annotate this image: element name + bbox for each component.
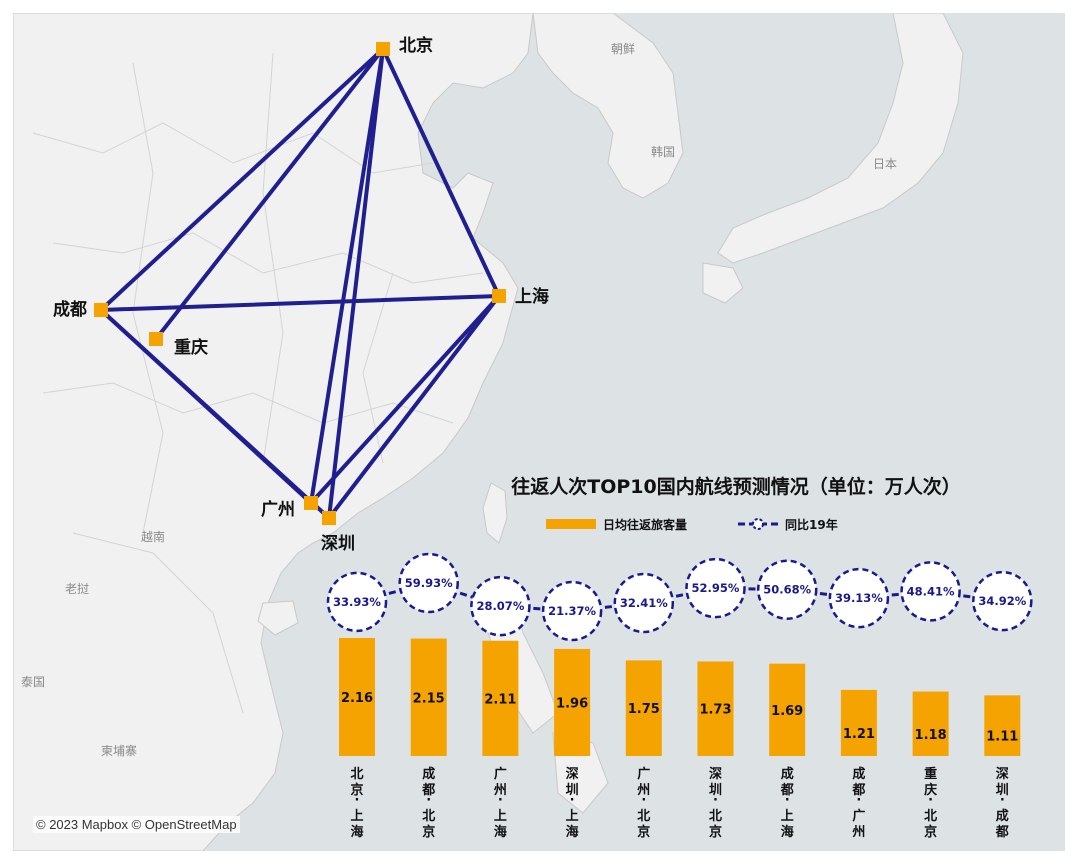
yoy-point xyxy=(756,559,818,620)
bar-value-label: 1.69 xyxy=(771,704,803,719)
land-hainan xyxy=(257,600,299,636)
yoy-point xyxy=(685,557,746,619)
bar xyxy=(482,640,519,756)
map-frame: 朝鲜韩国日本越南老挝泰国柬埔寨 北京上海成都重庆广州深圳 往返人次TOP10国内… xyxy=(13,13,1065,851)
yoy-value-label: 34.92% xyxy=(978,594,1026,608)
land-japan-south xyxy=(702,262,744,304)
yoy-value-label: 21.37% xyxy=(548,604,596,618)
yoy-value-label: 28.07% xyxy=(476,599,524,613)
bar xyxy=(625,660,662,756)
city-marker-shenzhen[interactable] xyxy=(322,511,336,525)
route-lines xyxy=(99,47,501,520)
land-taiwan xyxy=(482,482,508,544)
country-label: 朝鲜 xyxy=(611,42,635,56)
yoy-point xyxy=(972,570,1033,632)
legend-marker-line xyxy=(752,518,764,530)
city-label-shanghai: 上海 xyxy=(515,286,549,307)
bar-value-label: 1.21 xyxy=(843,727,875,742)
bar-value-label: 1.96 xyxy=(556,696,588,711)
bar xyxy=(984,695,1021,756)
yoy-value-label: 50.68% xyxy=(763,583,811,597)
chart-title: 往返人次TOP10国内航线预测情况（单位：万人次） xyxy=(511,475,960,498)
land-mainland xyxy=(13,13,534,851)
country-label: 柬埔寨 xyxy=(101,743,137,758)
bar-value-label: 2.11 xyxy=(484,692,516,707)
yoy-point xyxy=(398,552,459,614)
bar-value-label: 1.11 xyxy=(986,730,1018,745)
city-marker-guangzhou[interactable] xyxy=(304,496,318,510)
yoy-value-label: 39.13% xyxy=(835,591,883,605)
category-label: 重庆·北京 xyxy=(923,766,937,840)
bar xyxy=(840,689,877,756)
yoy-point xyxy=(541,580,603,642)
country-label: 老挝 xyxy=(65,582,89,596)
legend-swatch-bar xyxy=(546,519,596,529)
route-line-beijing-shanghai xyxy=(381,47,501,298)
bar xyxy=(339,638,375,756)
category-label: 深圳·上海 xyxy=(566,766,579,840)
city-label-chongqing: 重庆 xyxy=(174,337,208,358)
legend-label-line: 同比19年 xyxy=(785,517,838,532)
route-line-shenzhen-shanghai xyxy=(327,294,501,520)
yoy-point xyxy=(470,575,531,637)
bar xyxy=(912,691,949,756)
category-label: 成都·北京 xyxy=(421,766,435,840)
category-label: 深圳·成都 xyxy=(995,766,1009,840)
category-label: 广州·上海 xyxy=(493,766,507,840)
yoy-value-label: 48.41% xyxy=(907,584,955,598)
yoy-value-label: 52.95% xyxy=(692,581,740,595)
city-marker-beijing[interactable] xyxy=(376,42,390,56)
bar xyxy=(410,638,447,756)
yoy-point xyxy=(326,571,388,633)
bar-line-chart: 往返人次TOP10国内航线预测情况（单位：万人次） 日均往返旅客量 同比19年 2.1… xyxy=(326,475,1033,840)
bar xyxy=(697,661,734,756)
city-marker-shanghai[interactable] xyxy=(492,289,506,303)
bar-value-label: 1.73 xyxy=(699,703,731,718)
yoy-value-label: 32.41% xyxy=(620,596,668,610)
province-borders xyxy=(32,52,484,714)
yoy-point xyxy=(613,572,675,634)
yoy-value-label: 59.93% xyxy=(405,576,453,590)
legend-label-bar: 日均往返旅客量 xyxy=(603,517,687,532)
country-label: 泰国 xyxy=(21,675,45,689)
city-label-chengdu: 成都 xyxy=(53,299,87,320)
category-label: 广州·北京 xyxy=(636,766,650,840)
route-line-chengdu-shanghai xyxy=(99,294,501,312)
bar xyxy=(554,648,591,756)
route-line-guangzhou-shanghai xyxy=(309,294,501,505)
route-line-chongqing-beijing xyxy=(154,47,385,341)
route-line-shenzhen-beijing xyxy=(327,47,385,520)
city-marker-chengdu[interactable] xyxy=(94,303,108,317)
bar-value-label: 2.16 xyxy=(341,691,373,706)
city-label-beijing: 北京 xyxy=(399,35,433,56)
city-label-shenzhen: 深圳 xyxy=(321,533,355,554)
category-label: 成都·上海 xyxy=(780,766,794,840)
city-marker-chongqing[interactable] xyxy=(149,332,163,346)
route-line-guangzhou-beijing xyxy=(309,47,385,505)
yoy-point xyxy=(900,561,961,622)
category-label: 北京·上海 xyxy=(350,767,363,840)
bar xyxy=(769,663,806,756)
yoy-value-label: 33.93% xyxy=(333,595,381,609)
bar-value-label: 1.18 xyxy=(915,728,947,743)
route-line-chengdu-beijing xyxy=(99,47,385,312)
bar-value-label: 1.75 xyxy=(628,702,660,717)
category-label: 深圳·北京 xyxy=(709,766,722,840)
country-label: 韩国 xyxy=(651,144,675,159)
yoy-point xyxy=(828,567,890,629)
map-attribution[interactable]: © 2023 Mapbox © OpenStreetMap xyxy=(33,816,240,833)
category-label: 成都·广州 xyxy=(851,766,865,840)
country-label: 日本 xyxy=(873,157,897,171)
land-korea xyxy=(532,13,684,199)
route-line-shenzhen-chengdu xyxy=(99,308,331,520)
country-label: 越南 xyxy=(141,529,165,544)
land-japan xyxy=(717,13,964,264)
bar-value-label: 2.15 xyxy=(413,691,445,706)
city-label-guangzhou: 广州 xyxy=(261,499,295,520)
